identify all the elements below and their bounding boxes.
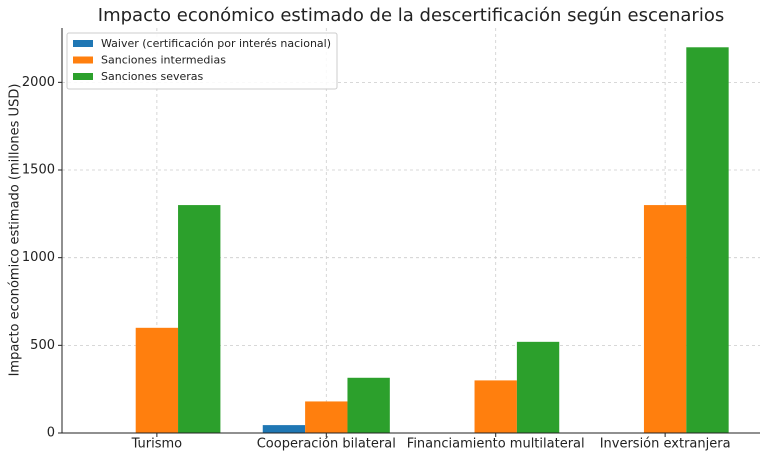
legend: Waiver (certificación por interés nacion… bbox=[66, 32, 338, 90]
bar bbox=[474, 380, 517, 433]
bar bbox=[178, 205, 221, 433]
bar bbox=[686, 47, 729, 434]
legend-swatch bbox=[73, 56, 93, 64]
bar bbox=[643, 205, 687, 433]
bar bbox=[516, 341, 560, 433]
x-tick-label: Turismo bbox=[131, 437, 183, 452]
y-tick-label: 1000 bbox=[22, 250, 55, 265]
y-tick-label: 2000 bbox=[22, 75, 55, 90]
bar bbox=[305, 401, 348, 433]
chart-title: Impacto económico estimado de la descert… bbox=[98, 5, 724, 26]
legend-label: Sanciones intermedias bbox=[101, 54, 226, 67]
y-tick-label: 1500 bbox=[22, 163, 55, 178]
x-tick-label: Financiamiento multilateral bbox=[407, 437, 585, 452]
x-tick-label: Inversión extranjera bbox=[600, 437, 731, 452]
bar bbox=[262, 425, 306, 433]
legend-label: Sanciones severas bbox=[101, 70, 204, 83]
legend-swatch bbox=[73, 73, 93, 80]
y-tick-label: 500 bbox=[30, 338, 55, 353]
legend-label: Waiver (certificación por interés nacion… bbox=[101, 37, 331, 50]
y-axis-label: Impacto económico estimado (millones USD… bbox=[8, 84, 23, 377]
bar bbox=[135, 327, 179, 433]
x-tick-label: Cooperación bilateral bbox=[257, 437, 396, 452]
legend-swatch bbox=[73, 40, 93, 47]
axis-frame bbox=[61, 28, 760, 434]
y-tick-label: 0 bbox=[47, 426, 55, 441]
legend-box bbox=[66, 32, 338, 90]
bar bbox=[347, 377, 390, 433]
